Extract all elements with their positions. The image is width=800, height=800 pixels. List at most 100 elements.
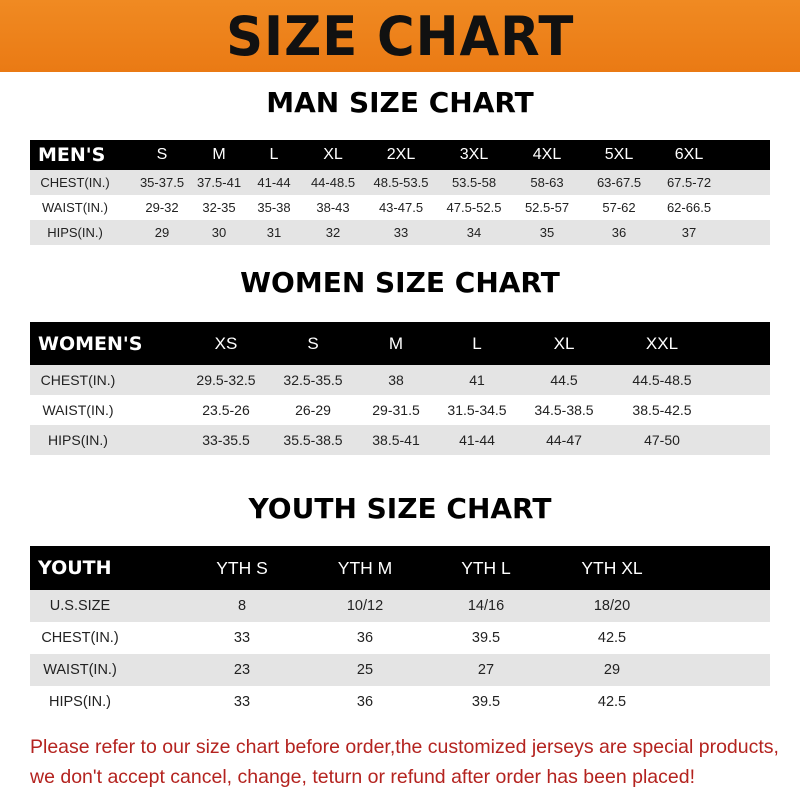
size-header-cell: XS xyxy=(214,333,238,353)
table-cell: 53.5-58 xyxy=(451,175,497,190)
women-header-row: WOMEN'S XS S M L XL XXL xyxy=(30,322,770,365)
banner-title: SIZE CHART xyxy=(225,4,575,68)
table-cell: 10/12 xyxy=(346,598,384,614)
table-cell: 52.5-57 xyxy=(524,200,570,215)
table-cell: 29 xyxy=(603,662,621,678)
size-header-cell: XL xyxy=(323,146,343,163)
women-size-table: WOMEN'S XS S M L XL XXL CHEST(IN.) 29.5-32.5 32.5… xyxy=(30,322,770,455)
table-cell: 35-38 xyxy=(257,200,291,215)
table-cell: 44-48.5 xyxy=(310,175,356,190)
table-cell: 67.5-72 xyxy=(666,175,712,190)
table-cell: 62-66.5 xyxy=(666,200,712,215)
table-cell: 57-62 xyxy=(602,200,636,215)
men-size-table: MEN'S S M L XL 2XL 3XL 4XL 5XL 6XL CHEST(IN.) 35-37… xyxy=(30,140,770,245)
measure-label: HIPS(IN.) xyxy=(47,225,103,240)
youth-size-table: YOUTH YTH S YTH M YTH L YTH XL U.S.SIZE 8 10/12… xyxy=(30,546,770,718)
table-cell: 14/16 xyxy=(467,598,505,614)
disclaimer-line-2: we don't accept cancel, change, teturn o… xyxy=(30,766,695,788)
table-cell: 63-67.5 xyxy=(596,175,642,190)
table-cell: 38 xyxy=(388,372,404,388)
disclaimer-line-1: Please refer to our size chart before or… xyxy=(30,736,779,758)
measure-label: HIPS(IN.) xyxy=(48,432,108,448)
measure-label: WAIST(IN.) xyxy=(42,200,108,215)
men-section-title: MAN SIZE CHART xyxy=(266,86,534,119)
table-cell: 33 xyxy=(393,225,409,240)
table-row: HIPS(IN.) 33 36 39.5 42.5 xyxy=(30,686,770,718)
table-cell: 38-43 xyxy=(316,200,350,215)
table-cell: 44.5 xyxy=(550,372,578,388)
table-cell: 32-35 xyxy=(202,200,236,215)
table-cell: 42.5 xyxy=(597,694,627,710)
youth-section-title: YOUTH SIZE CHART xyxy=(248,492,552,525)
size-header-cell: S xyxy=(307,333,319,353)
table-row: WAIST(IN.) 23 25 27 29 xyxy=(30,654,770,686)
table-cell: 31.5-34.5 xyxy=(447,402,507,418)
size-header-cell: M xyxy=(388,333,404,353)
table-cell: 38.5-41 xyxy=(372,432,420,448)
size-header-cell: 5XL xyxy=(604,146,634,163)
header-label: MEN'S xyxy=(38,144,106,166)
size-header-cell: 3XL xyxy=(459,146,489,163)
table-row: CHEST(IN.) 35-37.5 37.5-41 41-44 44-48.5 48.5… xyxy=(30,170,770,195)
table-cell: 41 xyxy=(469,372,485,388)
table-cell: 43-47.5 xyxy=(378,200,424,215)
table-row: HIPS(IN.) 33-35.5 35.5-38.5 38.5-41 41-44 44-… xyxy=(30,425,770,455)
table-cell: 25 xyxy=(356,662,374,678)
table-cell: 26-29 xyxy=(295,402,331,418)
table-cell: 35.5-38.5 xyxy=(283,432,343,448)
table-cell: 18/20 xyxy=(593,598,631,614)
table-cell: 44.5-48.5 xyxy=(632,372,692,388)
measure-label: CHEST(IN.) xyxy=(40,372,116,388)
youth-header-row: YOUTH YTH S YTH M YTH L YTH XL xyxy=(30,546,770,590)
disclaimer-note: Please refer to our size chart before or… xyxy=(30,732,780,792)
table-cell: 44-47 xyxy=(546,432,582,448)
table-cell: 41-44 xyxy=(459,432,495,448)
size-header-cell: YTH XL xyxy=(581,557,643,578)
table-cell: 35-37.5 xyxy=(139,175,185,190)
table-cell: 32.5-35.5 xyxy=(283,372,343,388)
table-row: CHEST(IN.) 29.5-32.5 32.5-35.5 38 41 44.5 44.5… xyxy=(30,365,770,395)
size-header-cell: XL xyxy=(553,333,575,353)
measure-label: HIPS(IN.) xyxy=(48,694,112,710)
table-cell: 48.5-53.5 xyxy=(373,175,429,190)
measure-label: U.S.SIZE xyxy=(49,598,111,614)
table-cell: 29 xyxy=(154,225,170,240)
table-cell: 58-63 xyxy=(530,175,564,190)
table-cell: 29-31.5 xyxy=(372,402,420,418)
table-cell: 32 xyxy=(325,225,341,240)
table-cell: 8 xyxy=(237,598,247,614)
table-cell: 36 xyxy=(356,630,374,646)
size-header-cell: 2XL xyxy=(386,146,416,163)
header-label: YOUTH xyxy=(38,557,112,579)
size-header-cell: S xyxy=(156,146,168,163)
women-section-title: WOMEN SIZE CHART xyxy=(240,266,560,299)
size-header-cell: L xyxy=(472,333,482,353)
table-cell: 47.5-52.5 xyxy=(446,200,502,215)
table-cell: 37.5-41 xyxy=(196,175,242,190)
table-cell: 34 xyxy=(466,225,482,240)
table-row: U.S.SIZE 8 10/12 14/16 18/20 xyxy=(30,590,770,622)
table-cell: 31 xyxy=(266,225,282,240)
measure-label: WAIST(IN.) xyxy=(42,402,114,418)
table-cell: 39.5 xyxy=(471,630,501,646)
table-cell: 36 xyxy=(356,694,374,710)
table-cell: 42.5 xyxy=(597,630,627,646)
size-header-cell: M xyxy=(212,146,226,163)
size-header-cell: YTH L xyxy=(461,557,511,578)
table-cell: 27 xyxy=(477,662,495,678)
measure-label: CHEST(IN.) xyxy=(41,630,119,646)
size-header-cell: YTH M xyxy=(337,557,393,578)
men-header-row: MEN'S S M L XL 2XL 3XL 4XL 5XL 6XL xyxy=(30,140,770,170)
table-row: CHEST(IN.) 33 36 39.5 42.5 xyxy=(30,622,770,654)
size-header-cell: XXL xyxy=(645,333,679,353)
table-cell: 35 xyxy=(539,225,555,240)
table-cell: 36 xyxy=(611,225,627,240)
table-cell: 29-32 xyxy=(145,200,179,215)
table-cell: 41-44 xyxy=(257,175,291,190)
table-cell: 33 xyxy=(233,694,251,710)
table-cell: 29.5-32.5 xyxy=(196,372,256,388)
table-cell: 39.5 xyxy=(471,694,501,710)
table-cell: 34.5-38.5 xyxy=(534,402,594,418)
table-cell: 30 xyxy=(211,225,227,240)
table-row: WAIST(IN.) 23.5-26 26-29 29-31.5 31.5-34.5 34… xyxy=(30,395,770,425)
